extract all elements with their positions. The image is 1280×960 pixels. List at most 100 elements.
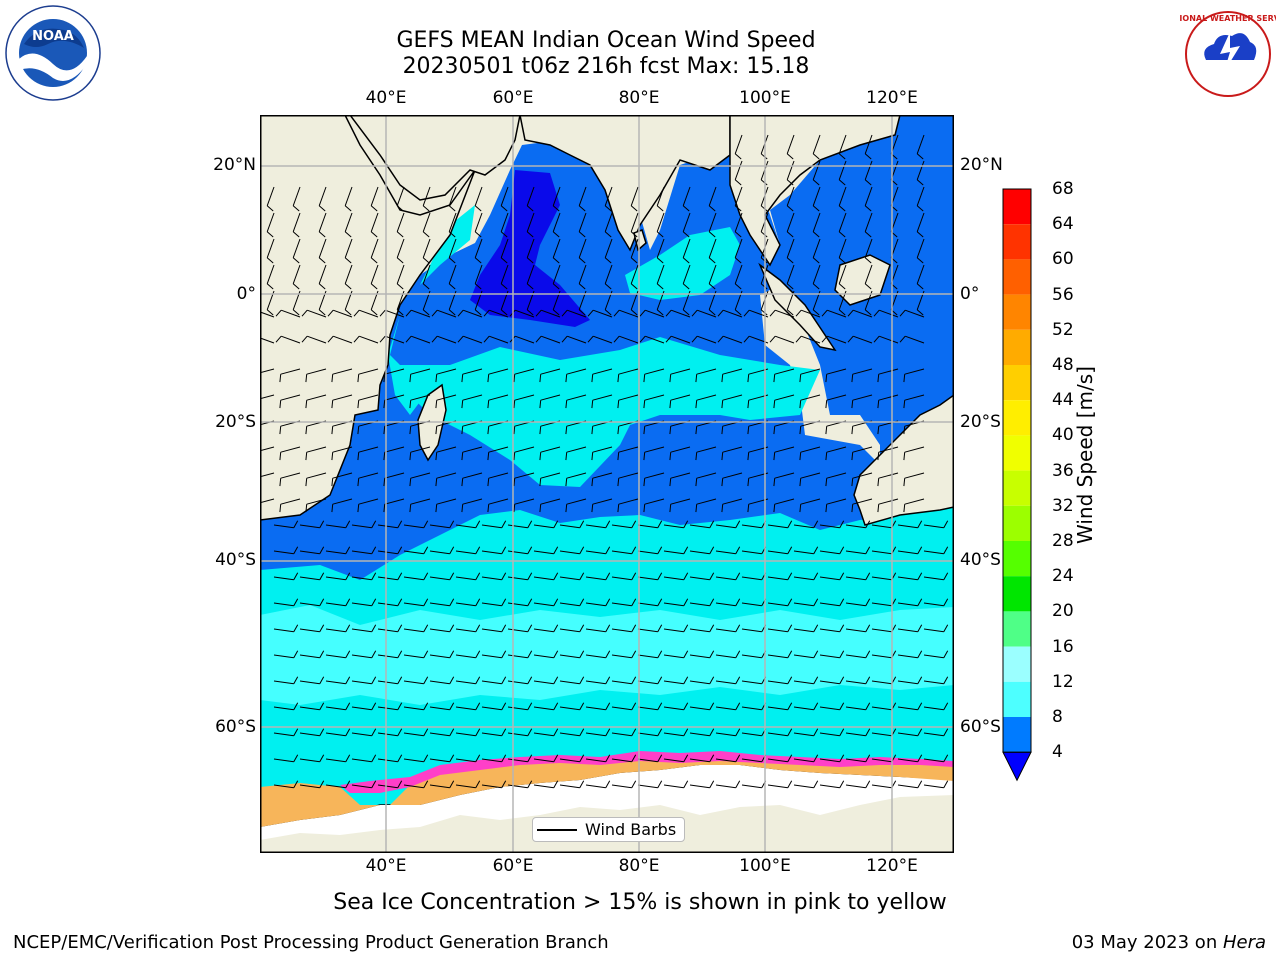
- colorbar-tick-label: 4: [1052, 742, 1063, 763]
- wind-barb-feather: [839, 624, 845, 633]
- wind-barb-feather: [709, 676, 715, 685]
- wind-barb-feather: [553, 598, 559, 607]
- wind-barb: [455, 524, 476, 529]
- wind-barb-feather: [318, 257, 326, 264]
- wind-barb-feather: [565, 400, 568, 409]
- wind-barb-feather: [864, 283, 872, 290]
- wind-barb: [533, 524, 554, 529]
- wind-barb: [774, 446, 795, 453]
- wind-barb-feather: [293, 650, 299, 659]
- wind-barb-feather: [813, 676, 819, 685]
- wind-barb: [448, 264, 457, 284]
- wind-barb-feather: [461, 504, 464, 513]
- wind-barb-feather: [747, 452, 750, 461]
- wind-barb-feather: [353, 309, 360, 317]
- wind-barb-feather: [721, 374, 724, 383]
- wind-barb: [637, 628, 658, 633]
- wind-barb: [403, 524, 424, 529]
- footer-date-text: 03 May 2023 on: [1071, 932, 1223, 953]
- wind-barb-feather: [734, 309, 742, 316]
- wind-barb: [299, 602, 320, 607]
- wind-barb: [273, 758, 294, 763]
- wind-barb-feather: [345, 650, 351, 659]
- wind-barb-feather: [735, 520, 741, 529]
- wind-barb: [697, 335, 717, 344]
- wind-barb: [559, 732, 580, 737]
- wind-barb: [819, 680, 840, 685]
- wind-barb-feather: [383, 426, 386, 435]
- colorbar-tick-label: 28: [1052, 531, 1074, 551]
- wind-barb-feather: [943, 546, 949, 555]
- wind-barb-feather: [527, 702, 533, 711]
- wind-barb-feather: [266, 283, 274, 290]
- wind-barb-feather: [397, 780, 403, 789]
- wind-barb-feather: [903, 374, 906, 383]
- wind-barb-feather: [709, 702, 715, 711]
- lon-tick-bottom-80e: 80°E: [618, 856, 660, 876]
- wind-barb: [306, 472, 327, 479]
- wind-barb-feather: [553, 572, 559, 581]
- wind-barb: [533, 680, 554, 685]
- wind-barb: [775, 335, 795, 344]
- wind-barb: [689, 732, 710, 737]
- wind-barb: [552, 264, 561, 284]
- wind-barb-feather: [344, 205, 352, 212]
- wind-barb-feather: [370, 257, 378, 264]
- wind-barb-feather: [397, 572, 403, 581]
- wind-barb: [273, 706, 294, 711]
- wind-barb: [318, 264, 327, 284]
- wind-barb: [775, 309, 795, 318]
- wind-barb: [359, 335, 379, 344]
- wind-barb-feather: [319, 572, 325, 581]
- wind-barb-feather: [587, 335, 594, 343]
- wind-barb: [708, 212, 717, 232]
- wind-barb-feather: [813, 650, 819, 659]
- wind-barb: [325, 654, 346, 659]
- wind-barb-feather: [552, 283, 560, 290]
- wind-barb: [734, 238, 743, 258]
- wind-barb: [604, 186, 613, 206]
- wind-barb-feather: [747, 504, 750, 513]
- nws-logo: NATIONAL WEATHER SERVICE: [1162, 10, 1280, 98]
- wind-barb-feather: [865, 676, 871, 685]
- wind-barb-feather: [474, 283, 482, 290]
- wind-barb-feather: [864, 179, 872, 186]
- wind-barb: [604, 238, 613, 258]
- wind-barb: [923, 706, 944, 711]
- wind-barb: [741, 524, 762, 529]
- wind-barb-feather: [396, 205, 404, 212]
- sea-ice-caption: Sea Ice Concentration > 15% is shown in …: [333, 890, 947, 915]
- wind-barb: [923, 680, 944, 685]
- wind-barb: [864, 238, 873, 258]
- wind-barb-feather: [643, 374, 646, 383]
- wind-barb: [916, 160, 925, 180]
- wind-barb-feather: [864, 257, 872, 264]
- wind-barb: [299, 784, 320, 789]
- wind-barb: [637, 732, 658, 737]
- colorbar-graphic: [1002, 188, 1032, 782]
- wind-barb-feather: [917, 546, 923, 555]
- wind-barb-feather: [565, 452, 568, 461]
- wind-barb: [299, 654, 320, 659]
- wind-barb: [455, 680, 476, 685]
- wind-barb-feather: [643, 452, 646, 461]
- wind-barb-feather: [501, 702, 507, 711]
- wind-barb: [481, 602, 502, 607]
- wind-barb: [611, 602, 632, 607]
- wind-barb: [429, 602, 450, 607]
- colorbar-segment: [1003, 717, 1031, 753]
- wind-barb-feather: [500, 231, 508, 238]
- wind-barb-feather: [630, 205, 638, 212]
- wind-barb: [489, 335, 509, 344]
- wind-barb: [403, 576, 424, 581]
- wind-barb: [800, 368, 821, 375]
- wind-barb: [871, 784, 892, 789]
- wind-barb: [351, 706, 372, 711]
- wind-barb: [474, 238, 483, 258]
- wind-barb: [359, 309, 379, 318]
- wind-barb-feather: [734, 205, 742, 212]
- wind-barb: [325, 758, 346, 763]
- wind-barb: [916, 134, 925, 154]
- wind-barb: [871, 706, 892, 711]
- wind-barb: [838, 212, 847, 232]
